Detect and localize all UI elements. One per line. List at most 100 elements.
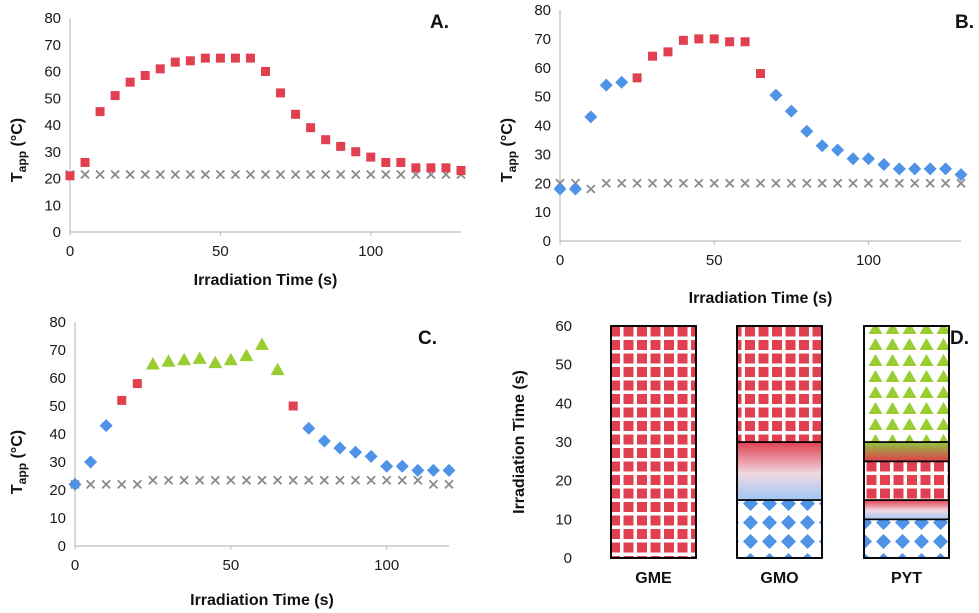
cross-point <box>709 178 719 188</box>
y-tick-label: 0 <box>564 550 572 567</box>
cross-point <box>95 169 105 180</box>
x-tick-label: 50 <box>706 252 723 269</box>
triangle-point <box>239 348 254 362</box>
cross-point <box>275 169 286 180</box>
y-tick-label: 20 <box>555 473 572 490</box>
bar-segment-diamond <box>736 499 823 559</box>
cross-point <box>956 178 966 188</box>
cross-point <box>771 178 781 188</box>
cross-point <box>257 475 267 485</box>
diamond-point <box>846 152 860 166</box>
y-axis-title-main: T <box>9 172 26 182</box>
y-tick-label: 50 <box>555 357 572 374</box>
y-axis-title: Tapp (°C) <box>9 430 29 494</box>
diamond-point <box>426 463 440 477</box>
square-point <box>155 64 165 74</box>
cross-point <box>195 475 205 485</box>
y-tick-label: 50 <box>534 89 551 106</box>
cross-point <box>444 479 454 490</box>
cross-point <box>632 178 642 188</box>
cross-point <box>241 475 252 485</box>
x-axis-title: Irradiation Time (s) <box>194 272 338 289</box>
y-tick-label: 10 <box>49 510 66 527</box>
square-point <box>663 47 673 57</box>
y-tick-label: 30 <box>555 434 572 451</box>
diamond-point <box>954 168 968 182</box>
cross-point <box>848 178 858 188</box>
x-tick-label: 100 <box>358 243 383 260</box>
diamond-point <box>599 78 613 92</box>
cross-point <box>879 178 889 188</box>
square-point <box>396 157 406 167</box>
cross-point <box>755 178 766 188</box>
series-square <box>117 379 298 411</box>
triangle-point <box>223 352 238 366</box>
square-point <box>170 57 180 67</box>
x-tick-label: 0 <box>71 557 79 574</box>
cross-point <box>413 475 423 485</box>
x-tick-label: 50 <box>212 243 229 260</box>
square-point <box>351 147 361 157</box>
cross-point <box>260 169 271 180</box>
cross-point <box>85 479 96 490</box>
diamond-point <box>815 139 829 153</box>
panel-a-chart: 0 10 20 30 40 50 60 70 80 0 50 100 Irradiation Time … <box>9 10 466 289</box>
cross-point <box>694 178 704 188</box>
cross-point <box>305 169 316 180</box>
bar-segment-gradient <box>863 499 950 521</box>
diamond-point <box>302 421 316 435</box>
square-point <box>725 37 735 47</box>
y-tick-label: 40 <box>49 426 66 443</box>
square-point <box>694 34 704 44</box>
cross-point <box>617 178 627 188</box>
panel-letter: D. <box>950 328 969 349</box>
square-point <box>125 77 135 87</box>
series-triangle <box>145 337 285 376</box>
cross-point <box>200 169 210 180</box>
diamond-point <box>784 104 798 118</box>
bar-pyt: PYT <box>863 325 950 587</box>
diamond-point <box>923 162 937 176</box>
bar-category-label: GMO <box>760 570 798 587</box>
y-axis-title: Tapp (°C) <box>9 118 29 182</box>
cross-point <box>832 178 843 188</box>
square-point <box>306 123 316 133</box>
diamond-point <box>380 459 394 473</box>
diamond-point <box>568 182 582 196</box>
diamond-point <box>99 419 113 433</box>
panel-c-chart: 0 10 20 30 40 50 60 70 80 0 50 100 Irradiation Time … <box>9 314 456 609</box>
series-square <box>65 53 466 181</box>
triangle-point <box>255 337 269 350</box>
diamond-point <box>769 88 783 102</box>
bar-segment-diamond <box>863 518 950 559</box>
x-tick-label: 100 <box>374 557 399 574</box>
x-tick-label: 0 <box>556 252 564 269</box>
bar-category-label: GME <box>635 570 672 587</box>
series-cross <box>555 178 966 194</box>
x-tick-label: 50 <box>222 557 239 574</box>
square-point <box>648 51 658 61</box>
square-point <box>245 53 255 63</box>
square-point <box>381 157 391 167</box>
y-axis-title-main: T <box>499 172 516 182</box>
square-point <box>200 53 210 63</box>
x-tick-label: 100 <box>856 252 881 269</box>
cross-point <box>117 479 127 490</box>
series-cross <box>70 475 454 490</box>
diamond-point <box>615 75 629 89</box>
series-cross <box>65 169 466 180</box>
cross-point <box>350 475 361 485</box>
diamond-point <box>68 477 82 491</box>
triangle-point <box>208 355 223 369</box>
square-point <box>756 69 765 79</box>
cross-point <box>381 169 391 180</box>
square-point <box>261 67 270 76</box>
bar-segment-gradient <box>736 441 823 501</box>
cross-point <box>185 169 195 180</box>
diamond-point <box>800 124 814 138</box>
bar-segment-square <box>736 325 823 443</box>
cross-point <box>910 178 920 188</box>
cross-point <box>366 169 376 180</box>
panel-d-chart: 0 10 20 30 40 50 60 Irradiation Time (s) GME GMO P… <box>511 318 969 587</box>
y-tick-label: 60 <box>44 64 61 81</box>
